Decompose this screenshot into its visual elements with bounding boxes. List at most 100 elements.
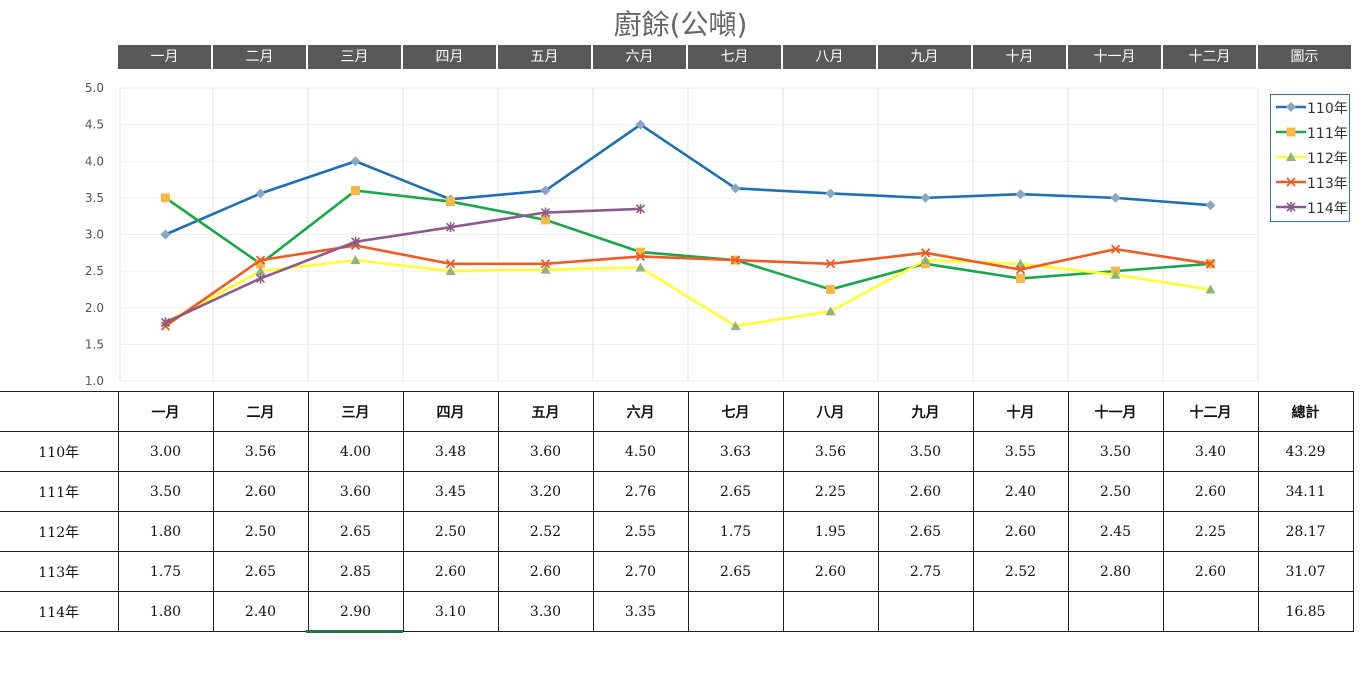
data-point-2-3 xyxy=(351,186,360,196)
table-header-cell[interactable]: 四月 xyxy=(402,391,499,432)
data-point-5-2 xyxy=(255,273,266,284)
table-cell[interactable]: 3.35 xyxy=(592,591,689,632)
table-cell[interactable]: 2.65 xyxy=(687,551,784,592)
table-header-cell[interactable]: 六月 xyxy=(592,391,689,432)
table-cell[interactable]: 2.60 xyxy=(402,551,499,592)
table-cell[interactable]: 1.95 xyxy=(782,511,879,552)
table-header-cell[interactable]: 八月 xyxy=(782,391,879,432)
row-total-cell[interactable]: 28.17 xyxy=(1257,511,1354,552)
table-cell[interactable]: 1.75 xyxy=(687,511,784,552)
data-point-2-10 xyxy=(1016,273,1025,283)
data-point-5-6 xyxy=(635,203,646,214)
table-cell[interactable]: 2.65 xyxy=(687,471,784,512)
table-cell[interactable]: 3.50 xyxy=(117,471,214,512)
table-cell[interactable]: 2.52 xyxy=(497,511,594,552)
table-cell[interactable]: 1.80 xyxy=(117,591,214,632)
table-cell[interactable]: 2.45 xyxy=(1067,511,1164,552)
table-cell[interactable]: 4.00 xyxy=(307,431,404,472)
table-cell[interactable]: 3.00 xyxy=(117,431,214,472)
table-cell[interactable]: 2.60 xyxy=(212,471,309,512)
row-label-cell[interactable]: 113年 xyxy=(0,551,119,592)
table-cell[interactable] xyxy=(1067,591,1164,632)
table-cell[interactable]: 2.60 xyxy=(497,551,594,592)
table-cell[interactable]: 3.20 xyxy=(497,471,594,512)
table-header-cell[interactable]: 一月 xyxy=(117,391,214,432)
table-cell[interactable]: 2.76 xyxy=(592,471,689,512)
data-point-4-7 xyxy=(730,255,741,265)
table-cell[interactable]: 2.55 xyxy=(592,511,689,552)
row-total-cell[interactable]: 43.29 xyxy=(1257,431,1354,472)
table-cell[interactable]: 2.60 xyxy=(972,511,1069,552)
table-cell[interactable]: 2.60 xyxy=(1162,551,1259,592)
row-label-cell[interactable]: 110年 xyxy=(0,431,119,472)
row-total-cell[interactable]: 34.11 xyxy=(1257,471,1354,512)
table-cell[interactable]: 2.25 xyxy=(1162,511,1259,552)
table-cell[interactable] xyxy=(687,591,784,632)
table-cell[interactable] xyxy=(782,591,879,632)
table-cell[interactable]: 2.50 xyxy=(1067,471,1164,512)
table-cell[interactable]: 3.60 xyxy=(497,431,594,472)
table-header-cell[interactable]: 三月 xyxy=(307,391,404,432)
data-point-2-4 xyxy=(446,197,455,207)
row-label-cell[interactable]: 112年 xyxy=(0,511,119,552)
table-cell[interactable]: 1.80 xyxy=(117,511,214,552)
table-cell[interactable]: 2.70 xyxy=(592,551,689,592)
table-cell[interactable]: 3.56 xyxy=(782,431,879,472)
month-header-2: 二月 xyxy=(213,45,306,69)
table-corner-cell[interactable] xyxy=(0,391,119,432)
table-cell[interactable]: 2.50 xyxy=(212,511,309,552)
row-total-cell[interactable]: 16.85 xyxy=(1257,591,1354,632)
table-cell[interactable]: 3.63 xyxy=(687,431,784,472)
row-label-cell[interactable]: 111年 xyxy=(0,471,119,512)
table-cell[interactable]: 2.25 xyxy=(782,471,879,512)
data-point-1-1 xyxy=(160,229,171,240)
table-cell[interactable] xyxy=(877,591,974,632)
table-cell[interactable]: 4.50 xyxy=(592,431,689,472)
table-row: 113年 1.75 2.65 2.85 2.60 2.60 2.70 2.65 2.60 2.75… xyxy=(0,551,1354,592)
data-point-3-8 xyxy=(825,306,836,316)
table-cell[interactable]: 2.40 xyxy=(212,591,309,632)
table-header-cell[interactable]: 二月 xyxy=(212,391,309,432)
table-header-cell[interactable]: 十一月 xyxy=(1067,391,1164,432)
table-cell[interactable]: 3.40 xyxy=(1162,431,1259,472)
table-header-cell[interactable]: 十二月 xyxy=(1162,391,1259,432)
table-cell[interactable]: 2.85 xyxy=(307,551,404,592)
row-total-cell[interactable]: 31.07 xyxy=(1257,551,1354,592)
data-point-1-9 xyxy=(920,192,931,203)
table-cell[interactable]: 2.65 xyxy=(212,551,309,592)
table-header-cell[interactable]: 五月 xyxy=(497,391,594,432)
table-cell[interactable]: 1.75 xyxy=(117,551,214,592)
table-cell[interactable]: 2.60 xyxy=(877,471,974,512)
table-cell[interactable]: 3.45 xyxy=(402,471,499,512)
table-cell[interactable]: 2.60 xyxy=(1162,471,1259,512)
table-cell[interactable]: 2.90 xyxy=(307,591,404,632)
table-cell[interactable]: 3.56 xyxy=(212,431,309,472)
month-header-10: 十月 xyxy=(973,45,1066,69)
table-cell[interactable]: 2.75 xyxy=(877,551,974,592)
table-cell[interactable]: 3.50 xyxy=(1067,431,1164,472)
table-cell[interactable]: 3.30 xyxy=(497,591,594,632)
table-header-cell[interactable]: 十月 xyxy=(972,391,1069,432)
table-header-cell[interactable]: 七月 xyxy=(687,391,784,432)
table-header-total[interactable]: 總計 xyxy=(1257,391,1354,432)
data-point-1-11 xyxy=(1110,192,1121,203)
y-tick-label: 4.5 xyxy=(85,118,104,132)
table-cell[interactable]: 3.60 xyxy=(307,471,404,512)
table-cell[interactable]: 3.48 xyxy=(402,431,499,472)
table-cell[interactable] xyxy=(972,591,1069,632)
data-point-5-4 xyxy=(445,222,456,233)
table-header-cell[interactable]: 九月 xyxy=(877,391,974,432)
table-cell[interactable]: 2.50 xyxy=(402,511,499,552)
table-cell[interactable]: 2.40 xyxy=(972,471,1069,512)
table-cell[interactable]: 3.55 xyxy=(972,431,1069,472)
table-cell[interactable]: 3.50 xyxy=(877,431,974,472)
table-cell[interactable]: 2.65 xyxy=(307,511,404,552)
table-cell[interactable] xyxy=(1162,591,1259,632)
table-cell[interactable]: 2.60 xyxy=(782,551,879,592)
table-cell[interactable]: 2.65 xyxy=(877,511,974,552)
y-tick-label: 1.5 xyxy=(85,337,104,351)
table-cell[interactable]: 2.80 xyxy=(1067,551,1164,592)
row-label-cell[interactable]: 114年 xyxy=(0,591,119,632)
table-cell[interactable]: 2.52 xyxy=(972,551,1069,592)
table-cell[interactable]: 3.10 xyxy=(402,591,499,632)
